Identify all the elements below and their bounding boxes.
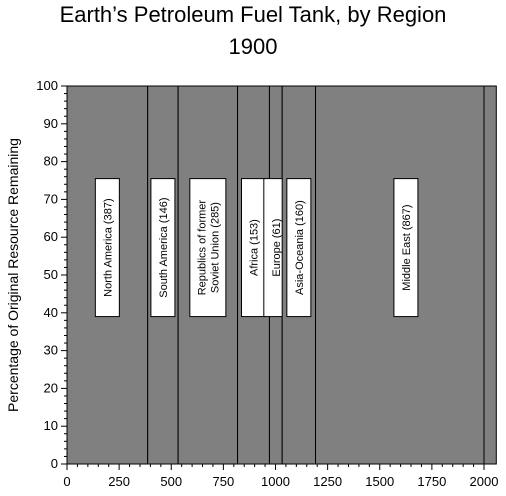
region-label-box-1 [150,178,176,318]
y-axis-label: Percentage of Original Resource Remainin… [5,138,21,412]
region-label-box-3 [241,178,267,318]
y-tick-label-1: 10 [44,418,58,433]
region-label-4: Europe (61) [271,219,283,277]
region-label-2: Republics of formerSoviet Union (285) [196,200,221,296]
region-label-3: Africa (153) [249,219,261,276]
region-label-6: Middle East (867) [401,204,413,290]
y-tick-label-2: 20 [44,380,58,395]
y-tick-label-7: 70 [44,191,58,206]
y-tick-label-4: 40 [44,305,58,320]
x-tick-label-7: 1750 [417,474,446,489]
x-tick-label-1: 250 [108,474,130,489]
region-label-box-0 [94,178,120,318]
x-tick-label-0: 0 [63,474,70,489]
x-tick-label-5: 1250 [313,474,342,489]
x-tick-label-3: 750 [213,474,235,489]
x-tick-label-6: 1500 [365,474,394,489]
region-label-0: North America (387) [102,198,114,296]
y-tick-label-10: 100 [36,78,58,93]
x-tick-label-2: 500 [160,474,182,489]
region-label-5: Asia-Oceania (160) [294,200,306,295]
region-label-box-6 [393,178,419,318]
region-label-1: South America (146) [158,197,170,297]
chart-title: Earth’s Petroleum Fuel Tank, by Region [59,2,447,27]
y-tick-label-8: 80 [44,154,58,169]
region-label-box-2 [189,178,227,318]
x-tick-label-8: 2000 [470,474,499,489]
region-label-box-5 [286,178,312,318]
y-tick-label-5: 50 [44,267,58,282]
chart-subtitle: 1900 [228,34,278,59]
x-tick-label-4: 1000 [261,474,290,489]
y-tick-label-0: 0 [51,456,58,471]
y-tick-label-9: 90 [44,116,58,131]
y-tick-label-3: 30 [44,343,58,358]
y-tick-label-6: 60 [44,229,58,244]
